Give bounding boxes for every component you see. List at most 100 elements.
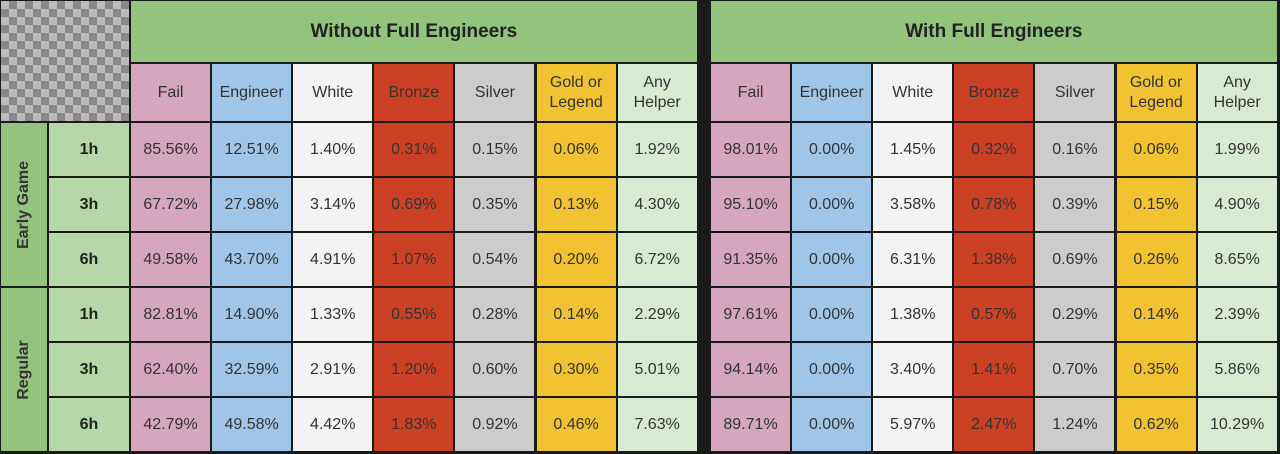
data-cell: 0.46%	[536, 398, 616, 451]
data-cell: 1.40%	[293, 123, 373, 176]
data-cell: 0.14%	[536, 288, 616, 341]
column-header: Gold or Legend	[536, 64, 616, 121]
column-header: Bronze	[374, 64, 454, 121]
data-cell: 0.00%	[792, 288, 872, 341]
data-cell: 98.01%	[711, 123, 791, 176]
data-cell: 5.97%	[873, 398, 953, 451]
data-cell: 0.35%	[1116, 343, 1196, 396]
data-cell: 27.98%	[212, 178, 292, 231]
row-label: 3h	[49, 178, 129, 231]
data-cell: 0.28%	[455, 288, 535, 341]
data-cell: 0.70%	[1035, 343, 1115, 396]
data-cell: 0.57%	[954, 288, 1034, 341]
data-cell: 0.00%	[792, 233, 872, 286]
data-cell: 1.24%	[1035, 398, 1115, 451]
row-group: Early Game	[1, 123, 47, 286]
corner	[1, 1, 129, 121]
data-cell: 0.06%	[1116, 123, 1196, 176]
row-label: 6h	[49, 233, 129, 286]
label-text: Regular	[15, 339, 33, 400]
data-cell: 94.14%	[711, 343, 791, 396]
column-header: Silver	[1035, 64, 1115, 121]
column-header: Bronze	[954, 64, 1034, 121]
data-cell: 0.29%	[1035, 288, 1115, 341]
data-cell: 3.40%	[873, 343, 953, 396]
data-cell: 49.58%	[212, 398, 292, 451]
data-cell: 32.59%	[212, 343, 292, 396]
data-cell: 1.41%	[954, 343, 1034, 396]
data-cell: 67.72%	[131, 178, 211, 231]
data-cell: 0.16%	[1035, 123, 1115, 176]
row-label: 1h	[49, 123, 129, 176]
data-cell: 0.00%	[792, 123, 872, 176]
data-cell: 1.33%	[293, 288, 373, 341]
data-cell: 8.65%	[1197, 233, 1277, 286]
data-cell: 95.10%	[711, 178, 791, 231]
column-header: Any Helper	[617, 64, 697, 121]
column-header: Any Helper	[1197, 64, 1277, 121]
data-cell: 43.70%	[212, 233, 292, 286]
data-cell: 4.91%	[293, 233, 373, 286]
data-cell: 0.13%	[536, 178, 616, 231]
data-cell: 0.78%	[954, 178, 1034, 231]
data-cell: 1.20%	[374, 343, 454, 396]
data-cell: 0.35%	[455, 178, 535, 231]
data-cell: 91.35%	[711, 233, 791, 286]
data-cell: 7.63%	[617, 398, 697, 451]
column-header: Engineer	[212, 64, 292, 121]
data-cell: 0.15%	[455, 123, 535, 176]
data-cell: 0.14%	[1116, 288, 1196, 341]
column-header: Fail	[131, 64, 211, 121]
data-cell: 4.30%	[617, 178, 697, 231]
data-cell: 0.62%	[1116, 398, 1196, 451]
data-cell: 0.69%	[374, 178, 454, 231]
data-cell: 1.38%	[954, 233, 1034, 286]
data-cell: 12.51%	[212, 123, 292, 176]
data-cell: 0.20%	[536, 233, 616, 286]
data-cell: 14.90%	[212, 288, 292, 341]
data-cell: 5.01%	[617, 343, 697, 396]
data-cell: 1.38%	[873, 288, 953, 341]
data-cell: 1.99%	[1197, 123, 1277, 176]
data-cell: 0.69%	[1035, 233, 1115, 286]
data-cell: 0.30%	[536, 343, 616, 396]
data-cell: 1.45%	[873, 123, 953, 176]
row-label: 3h	[49, 343, 129, 396]
data-cell: 0.26%	[1116, 233, 1196, 286]
data-cell: 4.90%	[1197, 178, 1277, 231]
data-cell: 49.58%	[131, 233, 211, 286]
data-cell: 4.42%	[293, 398, 373, 451]
column-header: Gold or Legend	[1116, 64, 1196, 121]
column-header: Silver	[455, 64, 535, 121]
data-cell: 1.07%	[374, 233, 454, 286]
data-cell: 3.58%	[873, 178, 953, 231]
label-text: Early Game	[15, 160, 32, 249]
data-cell: 0.00%	[792, 343, 872, 396]
column-header: Engineer	[792, 64, 872, 121]
row-group: Regular	[1, 288, 47, 451]
data-cell: 85.56%	[131, 123, 211, 176]
section-title: With Full Engineers	[711, 1, 1277, 62]
data-cell: 97.61%	[711, 288, 791, 341]
data-cell: 1.83%	[374, 398, 454, 451]
data-cell: 6.31%	[873, 233, 953, 286]
data-cell: 2.29%	[617, 288, 697, 341]
data-cell: 89.71%	[711, 398, 791, 451]
data-cell: 0.32%	[954, 123, 1034, 176]
data-cell: 0.00%	[792, 398, 872, 451]
data-cell: 2.47%	[954, 398, 1034, 451]
data-cell: 2.91%	[293, 343, 373, 396]
column-header: Fail	[711, 64, 791, 121]
data-cell: 42.79%	[131, 398, 211, 451]
data-cell: 2.39%	[1197, 288, 1277, 341]
data-cell: 0.06%	[536, 123, 616, 176]
data-cell: 0.15%	[1116, 178, 1196, 231]
data-cell: 0.55%	[374, 288, 454, 341]
column-header: White	[873, 64, 953, 121]
data-cell: 3.14%	[293, 178, 373, 231]
data-cell: 5.86%	[1197, 343, 1277, 396]
data-cell: 62.40%	[131, 343, 211, 396]
data-cell: 10.29%	[1197, 398, 1277, 451]
data-cell: 82.81%	[131, 288, 211, 341]
